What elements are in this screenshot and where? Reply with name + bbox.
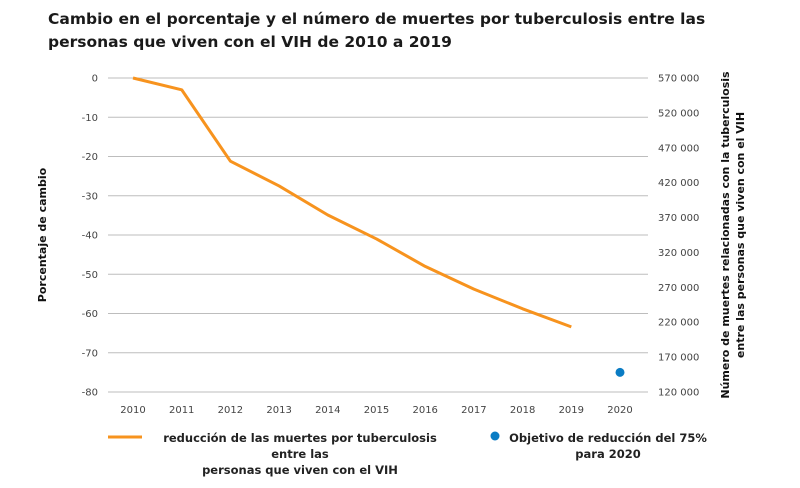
legend-line2: personas que viven con el VIH (202, 463, 398, 477)
x-tick-label: 2015 (364, 405, 389, 416)
x-tick-label: 2018 (510, 405, 535, 416)
y-tick-label: -60 (82, 309, 98, 320)
y2-tick-label: 220 000 (658, 318, 699, 329)
legend-line1: Objetivo de reducción del 75% (509, 431, 707, 445)
target-point (615, 367, 625, 377)
y2-tick-label: 570 000 (658, 74, 699, 85)
y2-axis-label: entre las personas que viven con el VIH (734, 112, 747, 358)
legend-line2: para 2020 (575, 447, 641, 461)
y-tick-label: -40 (82, 231, 98, 242)
legend-swatch-dot (490, 431, 500, 441)
x-tick-label: 2010 (120, 405, 145, 416)
y2-tick-label: 520 000 (658, 108, 699, 119)
y2-tick-label: 120 000 (658, 388, 699, 399)
series-line-reduction (132, 76, 572, 329)
legend-label-reduction: reducción de las muertes por tuberculosi… (150, 430, 450, 478)
x-tick-label: 2014 (315, 405, 340, 416)
legend-line1: reducción de las muertes por tuberculosi… (163, 431, 437, 461)
x-tick-label: 2013 (266, 405, 291, 416)
y-tick-label: -50 (82, 270, 98, 281)
y-tick-label: -20 (82, 152, 98, 163)
y2-tick-label: 170 000 (658, 353, 699, 364)
y-tick-label: -10 (82, 113, 98, 124)
y-tick-label: -80 (82, 388, 98, 399)
y2-tick-label: 370 000 (658, 213, 699, 224)
chart-title: Cambio en el porcentaje y el número de m… (48, 10, 706, 51)
x-tick-label: 2011 (169, 405, 194, 416)
x-tick-label: 2016 (412, 405, 437, 416)
x-tick-label: 2012 (218, 405, 243, 416)
y2-tick-label: 470 000 (658, 143, 699, 154)
legend-label-target: Objetivo de reducción del 75% para 2020 (508, 430, 708, 462)
y-tick-label: -30 (82, 191, 98, 202)
y2-tick-label: 420 000 (658, 178, 699, 189)
y2-tick-label: 320 000 (658, 248, 699, 259)
y-tick-label: 0 (92, 74, 98, 85)
x-tick-label: 2019 (559, 405, 584, 416)
y2-tick-label: 270 000 (658, 283, 699, 294)
y-axis-label: Porcentaje de cambio (36, 167, 49, 302)
x-tick-label: 2020 (607, 405, 632, 416)
x-tick-label: 2017 (461, 405, 486, 416)
y2-axis-label: Número de muertes relacionadas con la tu… (719, 71, 732, 399)
y-tick-label: -70 (82, 348, 98, 359)
